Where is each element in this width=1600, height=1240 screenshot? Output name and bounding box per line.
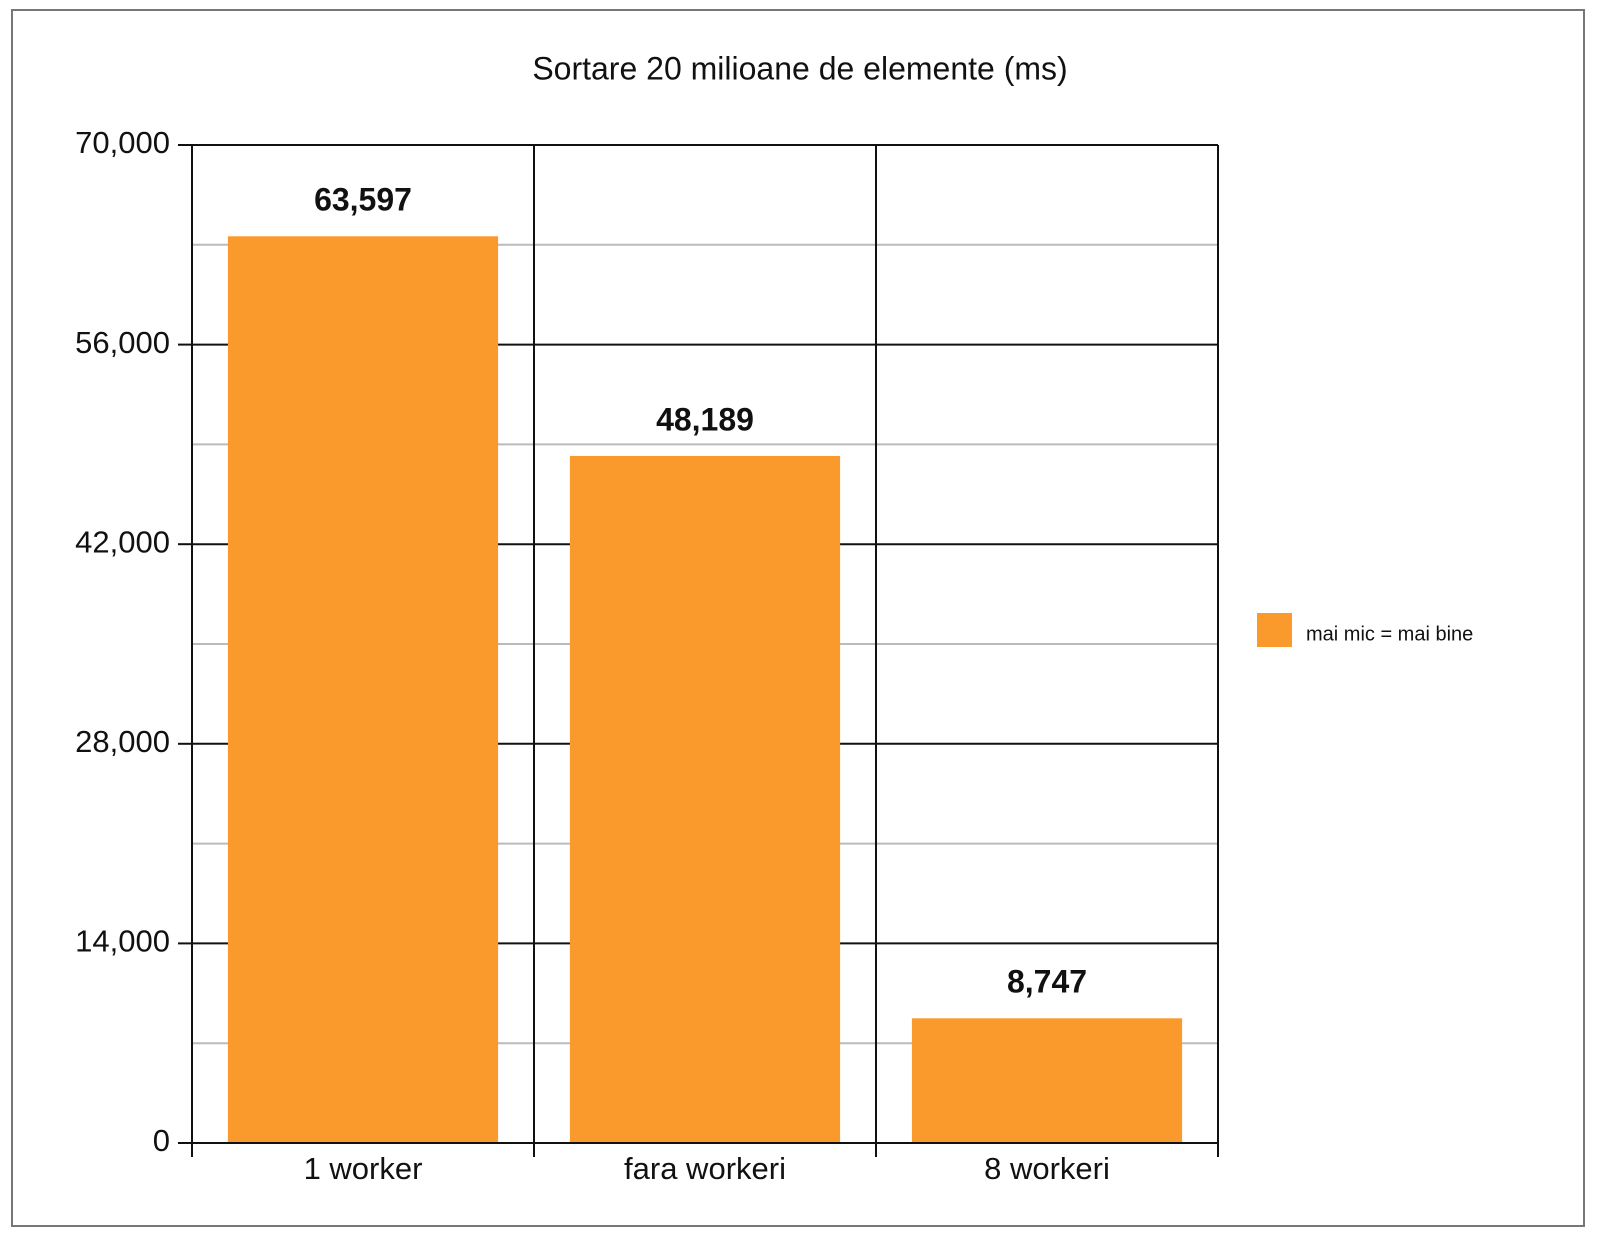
legend-label: mai mic = mai bine (1306, 623, 1473, 645)
y-tick-label: 0 (153, 1123, 170, 1158)
legend-swatch (1257, 613, 1292, 647)
y-tick-label: 56,000 (75, 325, 170, 360)
x-tick-label: 1 worker (304, 1151, 423, 1186)
y-tick-label: 14,000 (75, 924, 170, 959)
y-tick-label: 70,000 (75, 125, 170, 160)
value-label: 48,189 (656, 401, 754, 437)
value-label: 8,747 (1007, 964, 1087, 1000)
value-label: 63,597 (314, 182, 412, 218)
bar (911, 1018, 1183, 1143)
x-tick-label: 8 workeri (984, 1151, 1110, 1186)
y-tick-label: 28,000 (75, 724, 170, 759)
bar (569, 455, 841, 1144)
y-tick-label: 42,000 (75, 524, 170, 559)
bar (227, 236, 499, 1144)
chart-title: Sortare 20 milioane de elemente (ms) (532, 50, 1067, 86)
x-tick-label: fara workeri (624, 1151, 786, 1186)
